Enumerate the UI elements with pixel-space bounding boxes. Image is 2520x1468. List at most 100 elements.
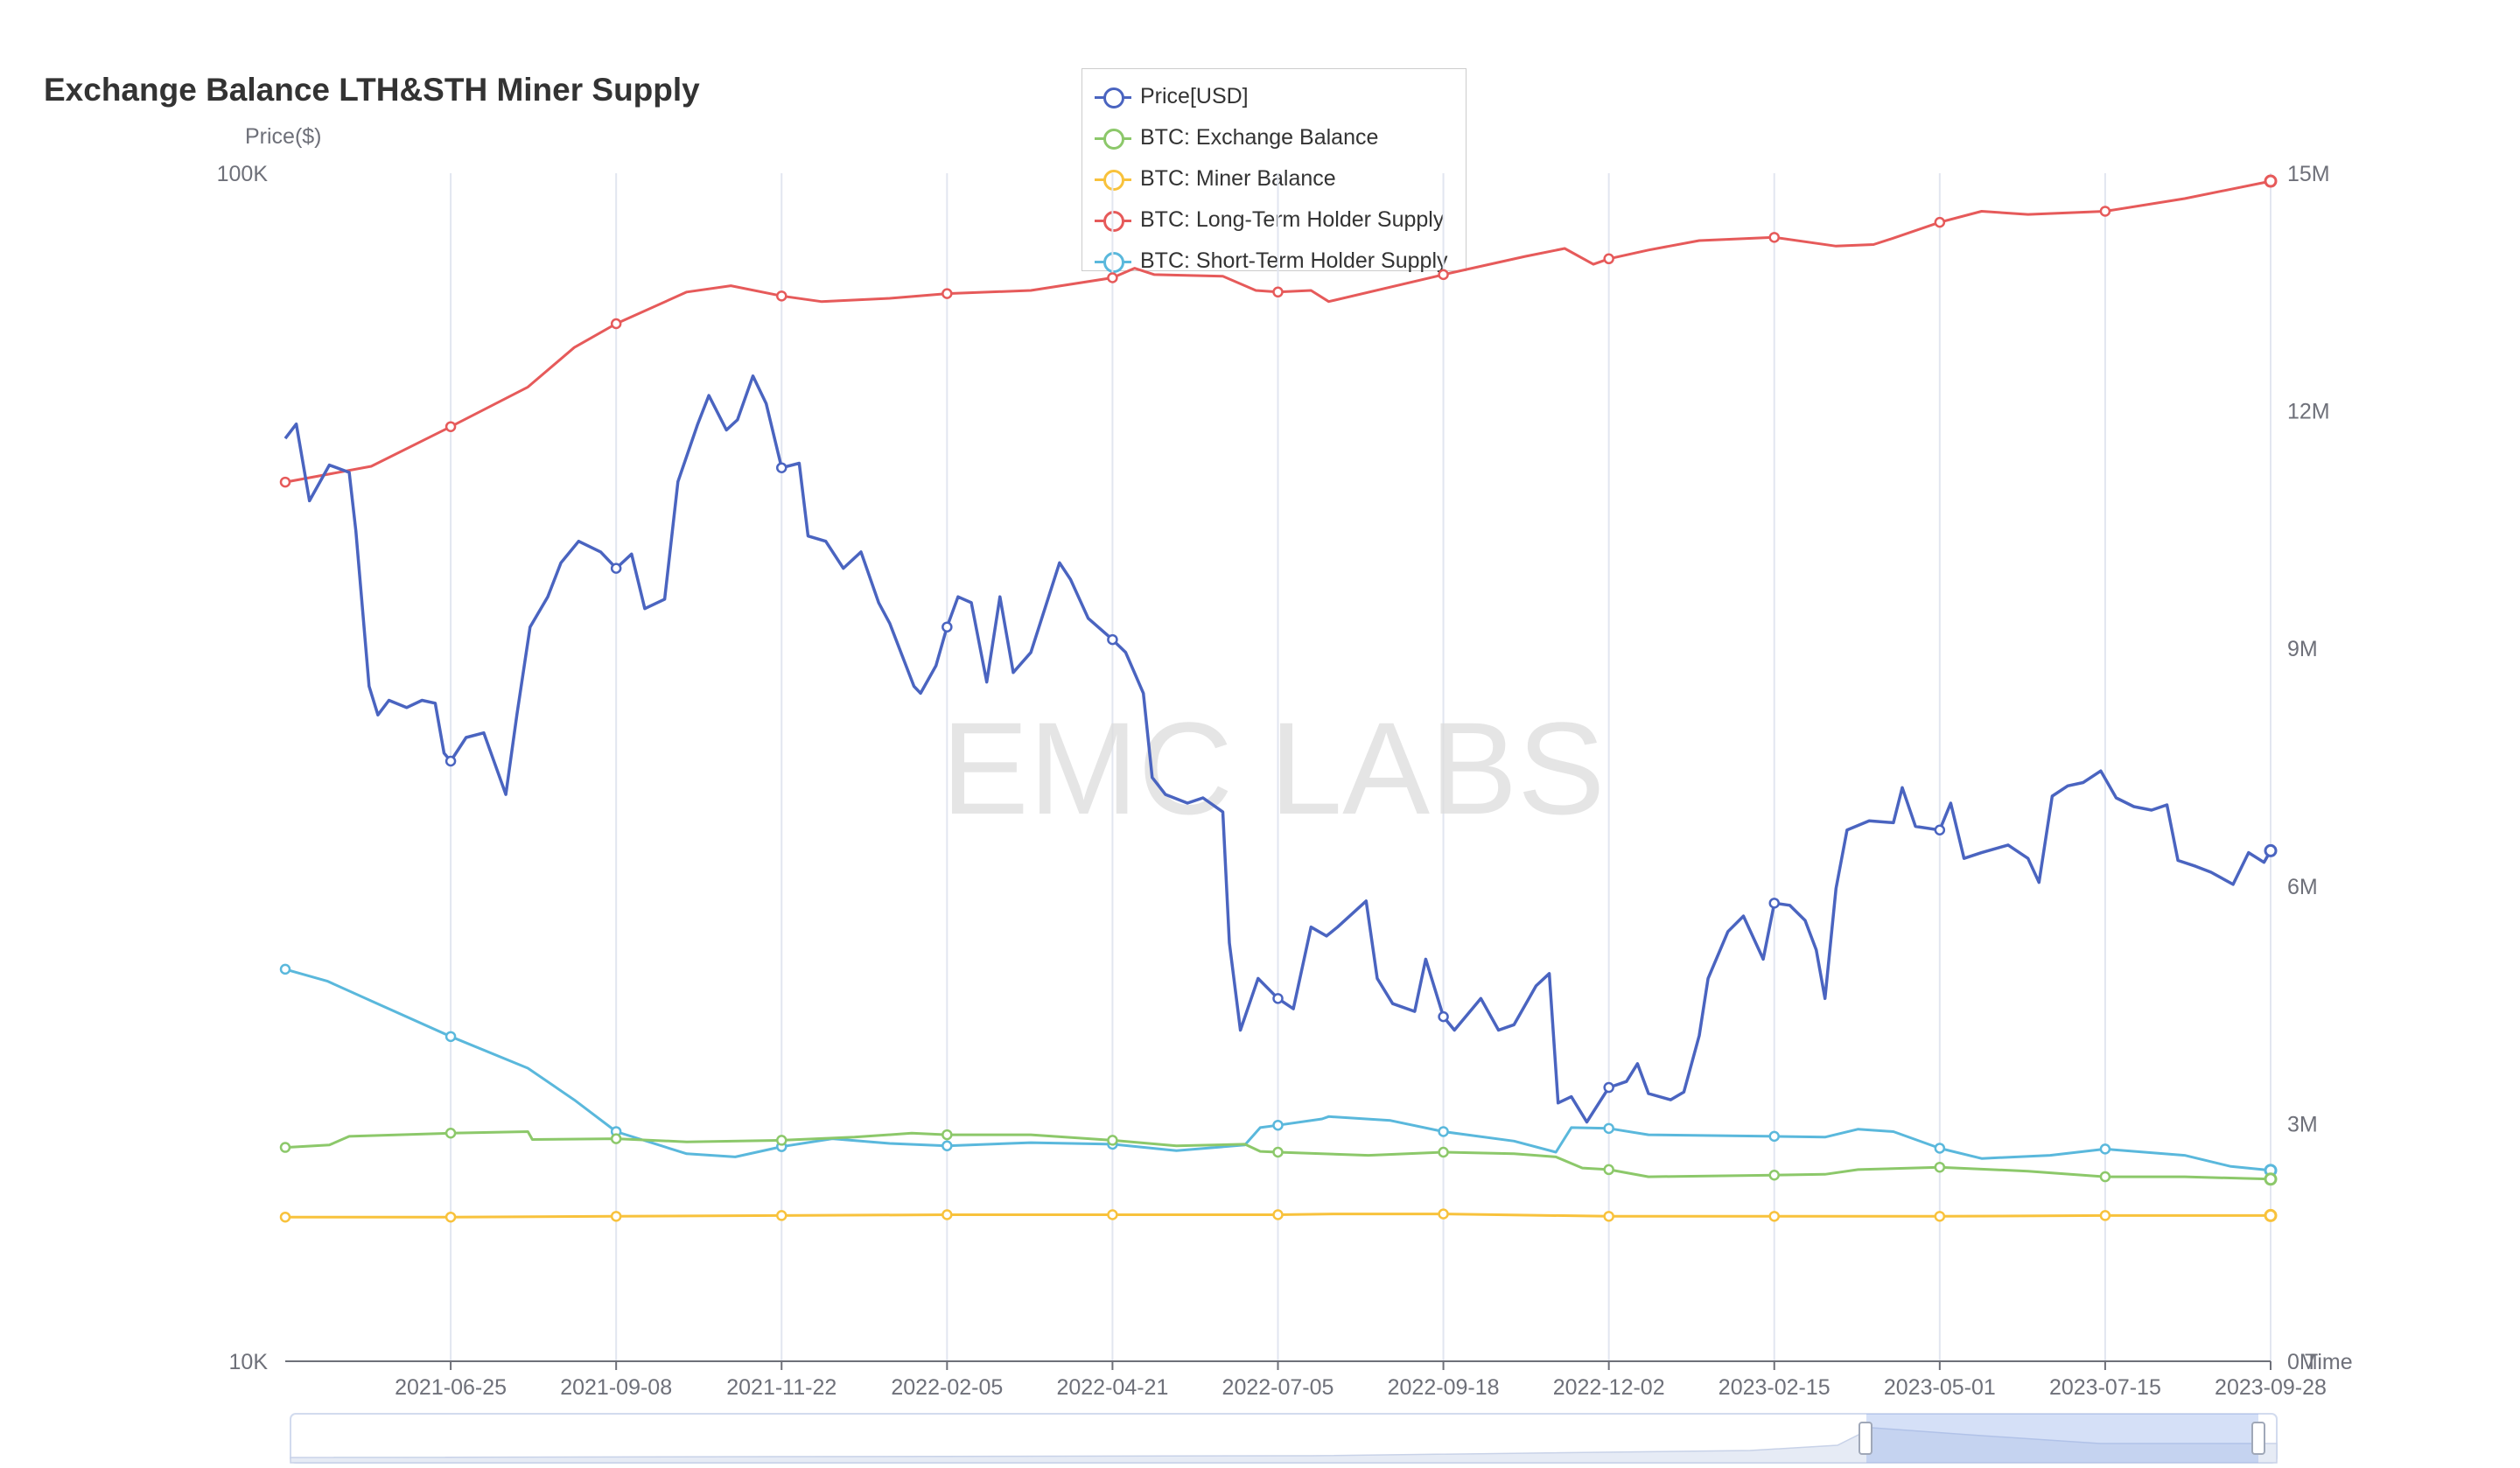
- series-layer: [279, 174, 2278, 1223]
- data-point: [2264, 174, 2278, 188]
- data-point: [1107, 1209, 1118, 1220]
- miner-balance-line: [285, 1213, 2271, 1219]
- data-point: [610, 318, 622, 330]
- data-point: [942, 1140, 953, 1151]
- legend-label: BTC: Miner Balance: [1140, 166, 1336, 191]
- zoom-handle-left: [1858, 1422, 1872, 1455]
- data-point: [2264, 1172, 2278, 1186]
- data-point: [776, 1210, 788, 1221]
- legend-label: BTC: Long-Term Holder Supply: [1140, 207, 1445, 232]
- data-point: [776, 462, 788, 473]
- x-tick-label: 2023-02-15: [1718, 1375, 1830, 1400]
- data-point: [444, 421, 457, 432]
- data-point: [2099, 1171, 2111, 1183]
- zoom-selection: [1866, 1414, 2258, 1463]
- data-point: [279, 1211, 291, 1223]
- data-point: [1272, 1119, 1284, 1131]
- data-point: [444, 1031, 457, 1043]
- data-point: [1107, 272, 1118, 283]
- x-tick-label: 2021-11-22: [726, 1375, 836, 1400]
- data-point: [1107, 633, 1118, 646]
- data-point: [1934, 1161, 1946, 1173]
- data-point: [1272, 993, 1284, 1004]
- zoom-preview-area: [290, 1427, 2278, 1464]
- right-tick-label: 12M: [2287, 400, 2330, 424]
- x-tick-label: 2023-05-01: [1884, 1375, 1996, 1400]
- data-point: [1768, 1169, 1780, 1181]
- data-point: [1438, 1146, 1449, 1158]
- zoom-handle-right: [2251, 1422, 2265, 1455]
- data-point: [279, 1142, 291, 1153]
- left-tick-label: 100K: [217, 162, 269, 186]
- data-point: [1438, 1126, 1449, 1137]
- legend-circle-icon: [1095, 85, 1131, 109]
- data-point: [2264, 843, 2278, 857]
- left-axis-label: Price($): [245, 124, 322, 149]
- data-point: [2099, 206, 2111, 217]
- legend-label: Price[USD]: [1140, 84, 1249, 108]
- data-point: [1934, 1143, 1946, 1154]
- legend-label: BTC: Exchange Balance: [1140, 125, 1379, 150]
- data-point: [1603, 1122, 1614, 1135]
- x-tick-label: 2021-06-25: [395, 1375, 507, 1400]
- data-point: [1272, 1146, 1284, 1158]
- data-point: [2264, 1208, 2278, 1222]
- watermark: EMC LABS: [942, 695, 1606, 842]
- data-point: [444, 1211, 457, 1223]
- right-tick-label: 9M: [2287, 637, 2318, 661]
- legend-item-exchange-balance[interactable]: BTC: Exchange Balance: [1095, 117, 1453, 158]
- legend-item-price[interactable]: Price[USD]: [1095, 76, 1453, 117]
- data-point: [610, 563, 622, 574]
- data-point: [2099, 1143, 2111, 1155]
- data-point: [776, 1135, 788, 1146]
- data-point: [1272, 1209, 1284, 1220]
- legend-label: BTC: Short-Term Holder Supply: [1140, 248, 1448, 273]
- axis-layer: 2021-06-25 2021-09-08 2021-11-22 2022-02-05…: [217, 124, 2353, 1400]
- x-tick-label: 2021-09-08: [560, 1375, 672, 1400]
- legend-item-sth-supply[interactable]: BTC: Short-Term Holder Supply: [1095, 241, 1453, 282]
- data-point: [1603, 1164, 1614, 1176]
- data-point: [1603, 1081, 1614, 1094]
- data-point: [942, 1129, 953, 1141]
- right-tick-label: 0M: [2287, 1350, 2318, 1374]
- right-tick-label: 3M: [2287, 1112, 2318, 1136]
- data-point: [1934, 216, 1946, 228]
- data-point: [279, 963, 291, 975]
- data-point: [942, 288, 953, 299]
- exchange-balance-line: [284, 1130, 2272, 1181]
- data-point: [1768, 232, 1780, 243]
- data-point: [610, 1211, 622, 1222]
- data-point: [1768, 898, 1780, 909]
- data-point: [1768, 1211, 1780, 1222]
- data-point: [1603, 253, 1614, 265]
- data-point: [942, 1209, 953, 1220]
- lth-supply-line: [284, 179, 2272, 484]
- price-line: [284, 374, 2272, 1124]
- data-point: [776, 290, 788, 302]
- x-tick-label: 2022-02-05: [891, 1375, 1003, 1400]
- data-point: [2099, 1210, 2111, 1221]
- x-tick-label: 2022-04-21: [1056, 1375, 1168, 1400]
- x-tick-label: 2022-09-18: [1388, 1375, 1500, 1400]
- left-tick-label: 10K: [229, 1350, 269, 1374]
- data-point: [1438, 1010, 1449, 1023]
- legend-circle-icon: [1095, 126, 1131, 150]
- x-tick-label: 2022-07-05: [1222, 1375, 1334, 1400]
- data-point: [444, 755, 457, 767]
- data-point: [1603, 1211, 1614, 1222]
- data-point: [1438, 269, 1449, 281]
- data-point: [1107, 1135, 1118, 1146]
- data-point: [1438, 1208, 1449, 1220]
- data-point: [444, 1128, 457, 1139]
- right-tick-label: 6M: [2287, 875, 2318, 899]
- data-point: [1934, 1211, 1946, 1222]
- data-point: [610, 1133, 622, 1144]
- chart-title: Exchange Balance LTH&STH Miner Supply: [44, 72, 700, 108]
- x-tick-label: 2023-09-28: [2215, 1375, 2327, 1400]
- right-axis-label: Time: [2305, 1350, 2353, 1374]
- data-point: [942, 621, 953, 633]
- zoom-layer: [290, 1413, 2278, 1464]
- data-point: [1272, 286, 1284, 298]
